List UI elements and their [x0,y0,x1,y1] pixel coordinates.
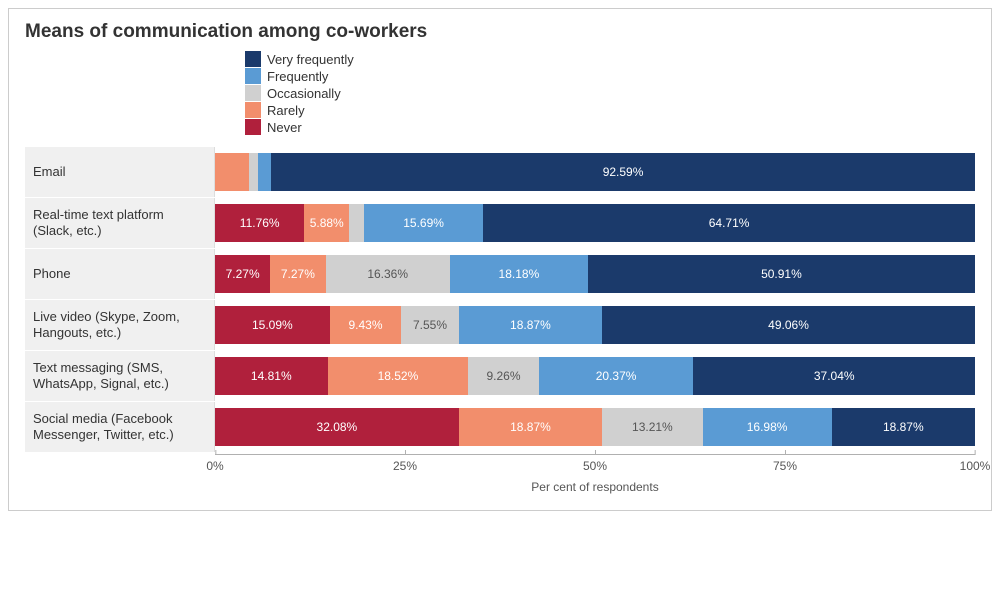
bar-segment: 14.81% [215,357,328,395]
axis-track: 0%25%50%75%100% [215,454,975,474]
bar-segment: 64.71% [483,204,975,242]
row-label: Email [25,147,215,197]
axis-tick: 50% [583,455,607,473]
legend-swatch [245,68,261,84]
row-label: Phone [25,249,215,299]
chart-title: Means of communication among co-workers [25,21,975,43]
bar-inner: 92.59% [215,153,975,191]
bar-inner: 14.81%18.52%9.26%20.37%37.04% [215,357,975,395]
bar-segment [258,153,271,191]
bar-row: Email 92.59% [25,147,975,197]
legend-label: Occasionally [267,86,341,101]
bar-row: Social media (Facebook Messenger, Twitte… [25,402,975,452]
x-axis: 0%25%50%75%100% [25,454,975,474]
bar-track: 92.59% [215,147,975,197]
legend-item: Frequently [245,68,975,84]
legend-swatch [245,102,261,118]
bar-segment: 7.27% [215,255,270,293]
bar-segment: 18.87% [459,408,602,446]
bar-segment: 7.27% [270,255,325,293]
bar-segment: 9.43% [330,306,402,344]
bar-segment: 49.06% [602,306,975,344]
bar-track: 32.08%18.87%13.21%16.98%18.87% [215,402,975,452]
bars-area: Email 92.59% Real-time text platform (Slac… [25,147,975,452]
bar-track: 11.76%5.88% 15.69%64.71% [215,198,975,248]
legend-item: Rarely [245,102,975,118]
legend-item: Never [245,119,975,135]
bar-segment: 5.88% [304,204,349,242]
legend-swatch [245,85,261,101]
axis-tick: 75% [773,455,797,473]
legend-label: Never [267,120,302,135]
bar-segment: 16.36% [326,255,450,293]
chart-container: Means of communication among co-workers … [8,8,992,511]
x-axis-label: Per cent of respondents [215,480,975,494]
row-label: Text messaging (SMS, WhatsApp, Signal, e… [25,351,215,401]
axis-tick: 0% [206,455,223,473]
bar-segment: 7.55% [401,306,458,344]
axis-tick: 100% [960,455,991,473]
bar-inner: 7.27%7.27%16.36%18.18%50.91% [215,255,975,293]
bar-inner: 32.08%18.87%13.21%16.98%18.87% [215,408,975,446]
row-label: Live video (Skype, Zoom, Hangouts, etc.) [25,300,215,350]
bar-row: Phone7.27%7.27%16.36%18.18%50.91% [25,249,975,299]
bar-segment: 20.37% [539,357,694,395]
bar-segment [349,204,364,242]
bar-segment: 92.59% [271,153,975,191]
bar-segment: 18.87% [459,306,602,344]
bar-inner: 11.76%5.88% 15.69%64.71% [215,204,975,242]
bar-track: 15.09%9.43%7.55%18.87%49.06% [215,300,975,350]
bar-segment: 15.69% [364,204,483,242]
bar-segment [249,153,258,191]
bar-segment: 37.04% [693,357,975,395]
bar-segment: 15.09% [215,306,330,344]
bar-row: Live video (Skype, Zoom, Hangouts, etc.)… [25,300,975,350]
bar-segment: 11.76% [215,204,304,242]
legend-label: Frequently [267,69,328,84]
bar-segment: 32.08% [215,408,459,446]
axis-spacer [25,454,215,474]
legend-item: Occasionally [245,85,975,101]
axis-spacer [25,480,215,494]
bar-segment: 50.91% [588,255,975,293]
bar-inner: 15.09%9.43%7.55%18.87%49.06% [215,306,975,344]
legend: Very frequently Frequently Occasionally Rar… [245,51,975,135]
legend-item: Very frequently [245,51,975,67]
bar-row: Text messaging (SMS, WhatsApp, Signal, e… [25,351,975,401]
bar-track: 7.27%7.27%16.36%18.18%50.91% [215,249,975,299]
x-label-row: Per cent of respondents [25,480,975,494]
bar-segment: 16.98% [703,408,832,446]
legend-label: Rarely [267,103,305,118]
bar-track: 14.81%18.52%9.26%20.37%37.04% [215,351,975,401]
bar-segment: 18.87% [832,408,975,446]
legend-swatch [245,119,261,135]
row-label: Social media (Facebook Messenger, Twitte… [25,402,215,452]
legend-label: Very frequently [267,52,354,67]
row-label: Real-time text platform (Slack, etc.) [25,198,215,248]
bar-segment [215,153,249,191]
axis-tick: 25% [393,455,417,473]
bar-segment: 9.26% [468,357,538,395]
bar-segment: 13.21% [602,408,702,446]
bar-row: Real-time text platform (Slack, etc.)11.… [25,198,975,248]
bar-segment: 18.18% [450,255,588,293]
legend-swatch [245,51,261,67]
bar-segment: 18.52% [328,357,469,395]
